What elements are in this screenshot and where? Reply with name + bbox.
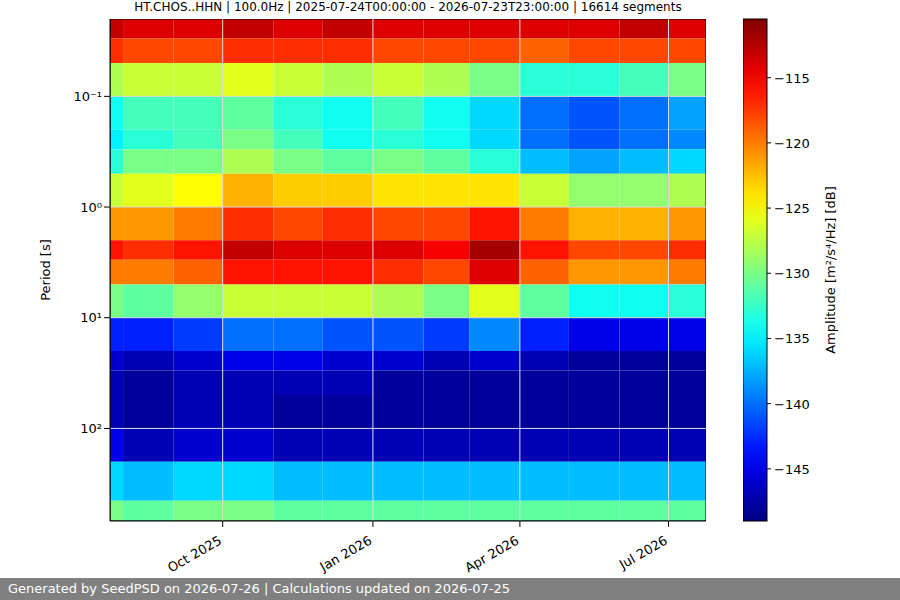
svg-text:Period [s]: Period [s] <box>38 239 53 301</box>
svg-text:−130: −130 <box>774 266 810 281</box>
svg-text:−115: −115 <box>774 71 810 86</box>
svg-text:10⁰: 10⁰ <box>80 200 102 215</box>
svg-text:Amplitude [m²/s⁴/Hz] [dB]: Amplitude [m²/s⁴/Hz] [dB] <box>823 186 838 354</box>
svg-text:−140: −140 <box>774 397 810 412</box>
svg-text:−135: −135 <box>774 331 810 346</box>
svg-text:−145: −145 <box>774 462 810 477</box>
svg-text:−125: −125 <box>774 201 810 216</box>
svg-text:10²: 10² <box>80 421 102 436</box>
svg-text:10⁻¹: 10⁻¹ <box>73 89 102 104</box>
html-text:Generated by SeedPSD on 2026-0: Generated by SeedPSD on 2026-07-26 | Cal… <box>8 581 510 596</box>
html-text:HT.CHOS..HHN | 100.0Hz | 2025-: HT.CHOS..HHN | 100.0Hz | 2025-07-24T00:0… <box>134 0 682 14</box>
svg-text:Apr 2026: Apr 2026 <box>462 533 521 576</box>
svg-text:Jul 2026: Jul 2026 <box>616 533 670 573</box>
svg-text:Oct 2025: Oct 2025 <box>165 533 224 576</box>
svg-text:−120: −120 <box>774 136 810 151</box>
svg-text:10¹: 10¹ <box>80 310 102 325</box>
svg-text:Jan 2026: Jan 2026 <box>316 533 374 575</box>
